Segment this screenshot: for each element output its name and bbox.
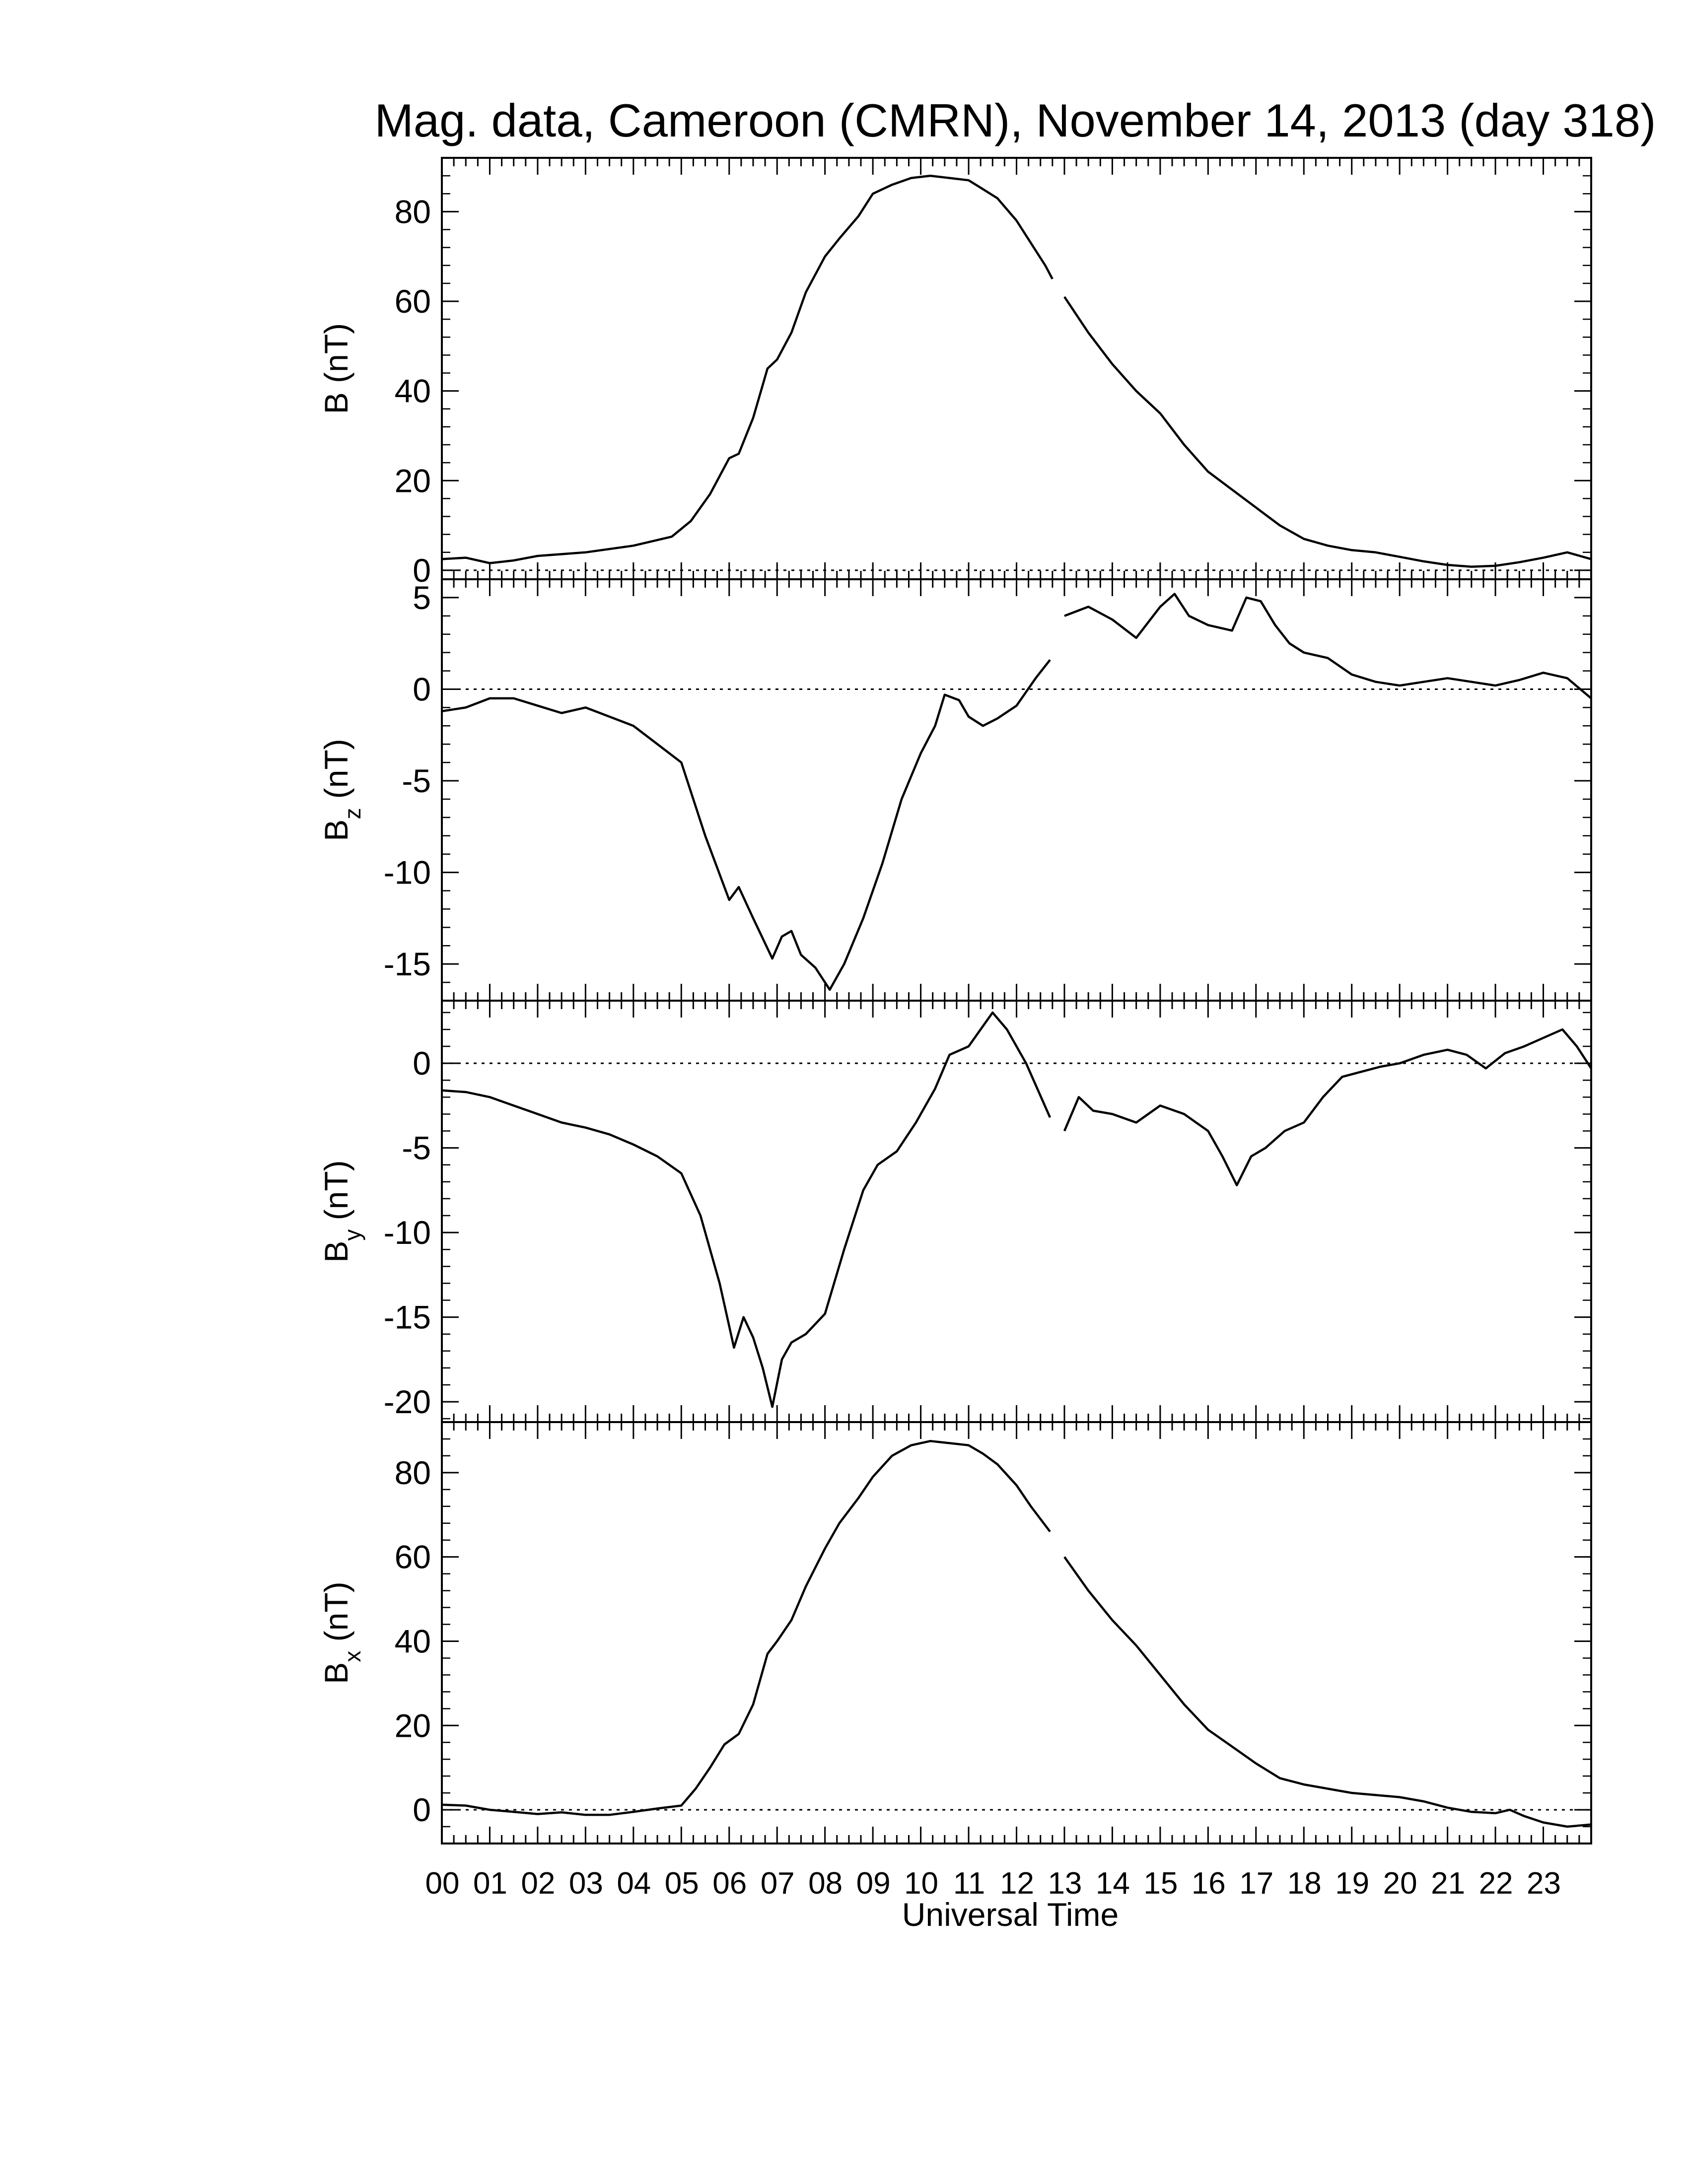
x-tick-label: 23 bbox=[1527, 1866, 1561, 1901]
y-axis-label-unit: (nT) bbox=[318, 739, 354, 808]
x-tick-label: 19 bbox=[1335, 1866, 1369, 1901]
y-tick-label: 40 bbox=[395, 1623, 431, 1659]
x-tick-label: 03 bbox=[569, 1866, 603, 1901]
series-line-B-after-gap bbox=[1063, 296, 1592, 568]
x-tick-label: 10 bbox=[904, 1866, 938, 1901]
series-line-Bx-after-gap bbox=[1063, 1556, 1592, 1828]
y-tick-label: -15 bbox=[384, 1299, 431, 1336]
y-tick-label: -20 bbox=[384, 1383, 431, 1420]
y-axis-label-unit: (nT) bbox=[318, 1581, 354, 1650]
x-tick-label: 05 bbox=[665, 1866, 699, 1901]
x-tick-label: 00 bbox=[425, 1866, 459, 1901]
x-tick-label: 15 bbox=[1143, 1866, 1178, 1901]
panel-Bz: -15 -10 -5 0 5 Bz (nT) bbox=[318, 578, 1592, 1002]
x-axis-label: Universal Time bbox=[902, 1896, 1119, 1933]
y-tick-label: 0 bbox=[413, 671, 431, 707]
y-tick-label: 0 bbox=[413, 1791, 431, 1828]
y-axis-label-subscript: x bbox=[340, 1651, 365, 1662]
y-axis-label-subscript: z bbox=[340, 808, 365, 819]
x-tick-label: 20 bbox=[1383, 1866, 1417, 1901]
x-tick-label: 17 bbox=[1239, 1866, 1273, 1901]
series-line-Bz-after-gap bbox=[1064, 593, 1592, 699]
y-tick-label: -10 bbox=[384, 854, 431, 891]
y-axis-label-subscript: y bbox=[340, 1229, 365, 1241]
y-tick-label: -15 bbox=[384, 946, 431, 982]
y-tick-label: 40 bbox=[395, 373, 431, 410]
y-tick-label: 80 bbox=[395, 193, 431, 230]
x-tick-label: 13 bbox=[1048, 1866, 1082, 1901]
series-line-B-before-gap bbox=[441, 174, 1054, 564]
y-tick-label: 80 bbox=[395, 1454, 431, 1491]
x-tick-label: 12 bbox=[1000, 1866, 1034, 1901]
series-line-Bx-before-gap bbox=[441, 1439, 1051, 1816]
y-axis-label: By (nT) bbox=[318, 1160, 365, 1262]
y-tick-label: -10 bbox=[384, 1214, 431, 1251]
y-axis-label-unit: (nT) bbox=[318, 1160, 354, 1229]
y-axis-label-base: B bbox=[318, 1662, 354, 1684]
y-tick-label: -5 bbox=[402, 762, 431, 799]
y-axis-label: Bx (nT) bbox=[318, 1581, 365, 1684]
y-tick-label: 0 bbox=[413, 1045, 431, 1082]
y-tick-label: 60 bbox=[395, 1539, 431, 1575]
y-axis-label: Bz (nT) bbox=[318, 739, 365, 841]
x-tick-label: 16 bbox=[1192, 1866, 1226, 1901]
x-tick-label: 02 bbox=[521, 1866, 555, 1901]
y-tick-label: 0 bbox=[413, 552, 431, 589]
x-tick-label: 04 bbox=[617, 1866, 651, 1901]
x-tick-label: 06 bbox=[712, 1866, 747, 1901]
y-axis-label-base: B bbox=[318, 819, 354, 841]
x-tick-label: 14 bbox=[1096, 1866, 1130, 1901]
panel-B: 0 20 40 60 80 B (nT) bbox=[318, 157, 1592, 589]
y-tick-label: 20 bbox=[395, 1707, 431, 1744]
series-line-By-after-gap bbox=[1063, 1028, 1592, 1186]
x-tick-label: 08 bbox=[808, 1866, 843, 1901]
y-axis-label-unit: (nT) bbox=[318, 323, 354, 392]
series-line-By-before-gap bbox=[441, 1011, 1052, 1408]
x-tick-label: 21 bbox=[1431, 1866, 1465, 1901]
y-axis-label-base: B bbox=[318, 1241, 354, 1263]
y-tick-label: 5 bbox=[413, 579, 431, 616]
x-axis-tick-labels: 00 01 02 03 04 05 06 07 08 09 10 11 12 13 14 15 16 17 18 19… bbox=[425, 1866, 1561, 1901]
y-axis-label-base: B bbox=[318, 392, 354, 414]
panel-Bx: 0 20 40 60 80 Bx (nT) bbox=[318, 1421, 1592, 1844]
series-line-Bz-before-gap bbox=[441, 659, 1051, 991]
x-tick-label: 07 bbox=[761, 1866, 795, 1901]
y-axis-label: B (nT) bbox=[318, 323, 354, 414]
x-tick-label: 22 bbox=[1479, 1866, 1513, 1901]
y-tick-label: 60 bbox=[395, 283, 431, 320]
y-tick-label: -5 bbox=[402, 1130, 431, 1166]
y-tick-label: 20 bbox=[395, 462, 431, 499]
x-tick-label: 01 bbox=[473, 1866, 507, 1901]
figure-title: Mag. data, Cameroon (CMRN), November 14,… bbox=[375, 94, 1656, 146]
x-tick-label: 09 bbox=[856, 1866, 891, 1901]
x-tick-label: 11 bbox=[953, 1866, 985, 1901]
x-tick-label: 18 bbox=[1287, 1866, 1322, 1901]
panel-By: -20 -15 -10 -5 0 By (nT) bbox=[318, 1000, 1592, 1423]
